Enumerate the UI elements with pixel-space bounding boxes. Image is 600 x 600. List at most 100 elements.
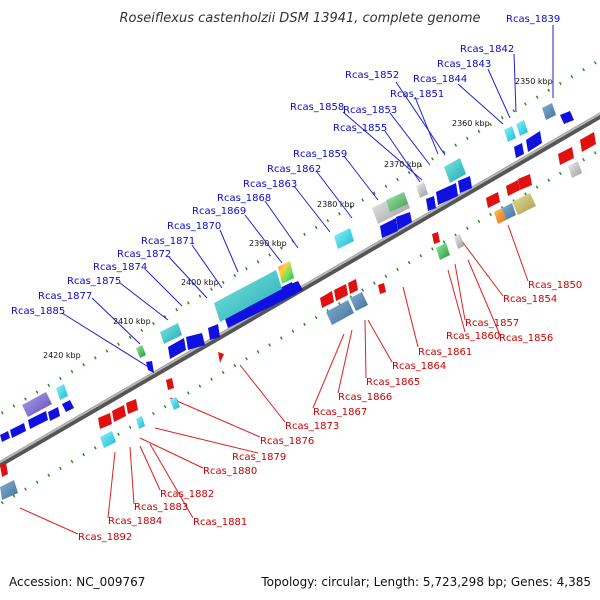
feature-blocks: [0, 103, 582, 500]
gene-forward: [284, 281, 303, 297]
feature-block: [136, 345, 146, 358]
gene-label: Rcas_1864: [392, 361, 446, 372]
feature-block: [350, 292, 368, 311]
gene-label: Rcas_1882: [160, 489, 214, 500]
gene-label: Rcas_1858: [290, 102, 344, 113]
feature-block: [326, 300, 354, 325]
gene-forward: [426, 196, 436, 211]
gene-label: Rcas_1843: [437, 59, 491, 70]
gene-reverse: [0, 463, 8, 477]
gene-label: Rcas_1839: [506, 14, 560, 25]
gene-reverse: [432, 232, 440, 244]
feature-block: [136, 416, 145, 429]
gene-label: Rcas_1876: [260, 436, 314, 447]
feature-block: [416, 182, 428, 198]
scale-label: 2380 kbp: [317, 200, 355, 209]
gene-forward: [396, 212, 412, 230]
gene-reverse: [558, 147, 574, 165]
gene-forward: [0, 431, 10, 442]
gene-forward: [48, 407, 60, 421]
scale-labels: 2350 kbp 2360 kbp 2370 kbp 2380 kbp 2390…: [43, 77, 553, 360]
feature-block: [386, 192, 408, 212]
gene-label: Rcas_1856: [499, 333, 553, 344]
gene-forward: [146, 361, 154, 373]
gene-label: Rcas_1884: [108, 516, 162, 527]
gene-forward: [458, 176, 472, 193]
feature-block: [278, 261, 294, 284]
gene-label: Rcas_1852: [345, 70, 399, 81]
gene-label: Rcas_1885: [11, 306, 65, 317]
feature-block: [160, 323, 182, 344]
gene-label: Rcas_1879: [232, 452, 286, 463]
gene-label: Rcas_1869: [192, 206, 246, 217]
gene-reverse: [378, 283, 386, 294]
gene-reverse: [486, 192, 500, 208]
scale-label: 2350 kbp: [515, 77, 553, 86]
gene-forward: [436, 183, 458, 205]
gene-forward: [186, 333, 205, 350]
gene-label: Rcas_1859: [293, 149, 347, 160]
gene-reverse: [166, 378, 174, 390]
gene-forward: [380, 218, 398, 238]
gene-forward: [526, 131, 542, 152]
gene-reverse: [126, 399, 138, 414]
gene-label: Rcas_1873: [285, 421, 339, 432]
gene-label: Rcas_1872: [117, 249, 171, 260]
gene-label: Rcas_1850: [528, 280, 582, 291]
gene-label: Rcas_1870: [167, 221, 221, 232]
feature-block: [568, 161, 582, 178]
gene-label: Rcas_1854: [503, 294, 557, 305]
gene-label: Rcas_1877: [38, 291, 92, 302]
gene-forward: [10, 423, 26, 438]
gene-forward: [560, 111, 574, 124]
gene-label: Rcas_1857: [465, 318, 519, 329]
feature-block: [100, 431, 116, 448]
gene-forward: [514, 143, 524, 158]
gene-forward: [208, 324, 220, 340]
gene-label: Rcas_1862: [267, 164, 321, 175]
gene-label: Rcas_1844: [413, 74, 467, 85]
feature-block: [214, 270, 282, 322]
feature-block: [444, 158, 466, 183]
feature-block: [542, 103, 556, 120]
gene-label: Rcas_1883: [134, 502, 188, 513]
gene-reverse: [218, 352, 224, 363]
top-gene-labels: Rcas_1839 Rcas_1842 Rcas_1843 Rcas_1844 …: [11, 14, 560, 317]
feature-block: [436, 243, 450, 260]
gene-reverse: [334, 284, 348, 301]
gene-reverse: [320, 291, 334, 308]
scale-ruler: [0, 58, 600, 416]
gene-reverse: [98, 413, 112, 429]
gene-label: Rcas_1865: [366, 377, 420, 388]
gene-label: Rcas_1853: [343, 105, 397, 116]
feature-block: [502, 203, 516, 220]
top-leader-lines: [61, 25, 554, 369]
gene-forward: [62, 400, 74, 412]
bottom-gene-labels: Rcas_1850 Rcas_1854 Rcas_1857 Rcas_1860 …: [78, 280, 582, 543]
scale-label: 2410 kbp: [113, 317, 151, 326]
bottom-leader-lines: [19, 224, 529, 535]
gene-reverse: [518, 174, 532, 190]
feature-block: [516, 120, 528, 136]
map-title: Roseiflexus castenholzii DSM 13941, comp…: [120, 11, 481, 26]
gene-label: Rcas_1842: [460, 44, 514, 55]
feature-block: [504, 126, 516, 142]
scale-label: 2390 kbp: [249, 239, 287, 248]
feature-block: [454, 234, 464, 249]
scale-label: 2420 kbp: [43, 351, 81, 360]
gene-label: Rcas_1855: [333, 123, 387, 134]
accession-text: Accession: NC_009767: [9, 575, 145, 589]
gene-label: Rcas_1851: [390, 89, 444, 100]
feature-block: [334, 228, 354, 249]
forward-strand-genes: [0, 111, 574, 442]
gene-label: Rcas_1881: [193, 517, 247, 528]
gene-label: Rcas_1892: [78, 532, 132, 543]
gene-forward: [168, 338, 186, 359]
gene-reverse: [112, 405, 126, 422]
gene-label: Rcas_1875: [67, 276, 121, 287]
gene-label: Rcas_1871: [141, 236, 195, 247]
gene-reverse: [348, 279, 358, 294]
gene-label: Rcas_1880: [203, 466, 257, 477]
gene-label: Rcas_1867: [313, 407, 367, 418]
